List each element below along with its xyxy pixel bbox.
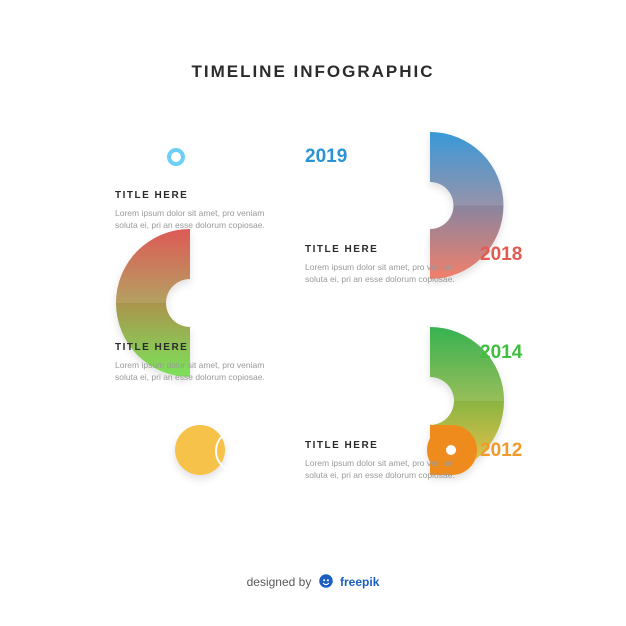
step-2018-text: TITLE HERE Lorem ipsum dolor sit amet, p… xyxy=(305,244,470,286)
year-2018: 2018 xyxy=(480,244,522,266)
footer-credit: designed by freepik xyxy=(0,572,626,590)
step-body: Lorem ipsum dolor sit amet, pro veniam s… xyxy=(305,457,470,482)
gear-icon xyxy=(215,429,259,473)
year-2019: 2019 xyxy=(305,146,347,168)
year-2012: 2012 xyxy=(480,440,522,462)
page-title: TIMELINE INFOGRAPHIC xyxy=(0,62,626,82)
footer-brand: freepik xyxy=(340,575,379,589)
trophy-icon xyxy=(370,135,414,179)
step-2014-text: TITLE HERE Lorem ipsum dolor sit amet, p… xyxy=(115,342,280,384)
step-body: Lorem ipsum dolor sit amet, pro veniam s… xyxy=(115,359,280,384)
year-2014: 2014 xyxy=(480,342,522,364)
mail-icon xyxy=(215,233,259,277)
step-title: TITLE HERE xyxy=(115,190,280,201)
freepik-logo-icon xyxy=(317,572,335,590)
step-title: TITLE HERE xyxy=(305,440,470,451)
step-title: TITLE HERE xyxy=(115,342,280,353)
step-2012-text: TITLE HERE Lorem ipsum dolor sit amet, p… xyxy=(305,440,470,482)
page-header: TIMELINE INFOGRAPHIC xyxy=(0,0,626,82)
step-2019-text: TITLE HERE Lorem ipsum dolor sit amet, p… xyxy=(115,146,280,232)
step-body: Lorem ipsum dolor sit amet, pro veniam s… xyxy=(115,207,280,232)
step-title: TITLE HERE xyxy=(305,244,470,255)
user-icon xyxy=(370,331,414,375)
timeline-path xyxy=(0,0,626,626)
footer-prefix: designed by xyxy=(247,575,312,589)
step-body: Lorem ipsum dolor sit amet, pro veniam s… xyxy=(305,261,470,286)
